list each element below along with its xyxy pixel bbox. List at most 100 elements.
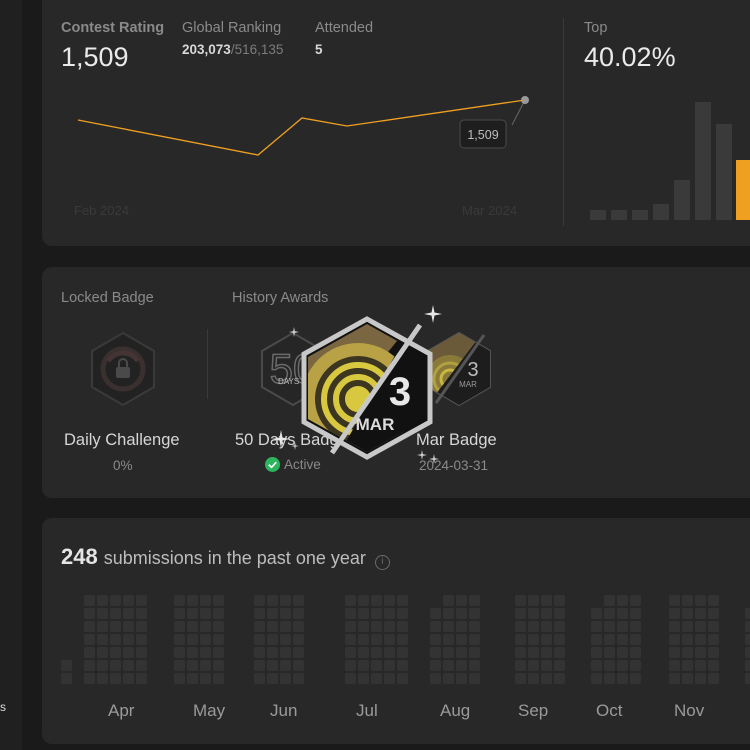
heatmap-cell[interactable] — [682, 647, 693, 658]
heatmap-cell[interactable] — [97, 608, 108, 619]
heatmap-cell[interactable] — [591, 621, 602, 632]
heatmap-cell[interactable] — [528, 660, 539, 671]
heatmap-cell[interactable] — [604, 608, 615, 619]
heatmap-cell[interactable] — [695, 608, 706, 619]
heatmap-cell[interactable] — [384, 647, 395, 658]
heatmap-cell[interactable] — [695, 647, 706, 658]
heatmap-cell[interactable] — [591, 660, 602, 671]
heatmap-cell[interactable] — [371, 595, 382, 606]
heatmap-cell[interactable] — [515, 634, 526, 645]
heatmap-cell[interactable] — [515, 608, 526, 619]
heatmap-cell[interactable] — [682, 608, 693, 619]
heatmap-cell[interactable] — [213, 634, 224, 645]
heatmap-cell[interactable] — [345, 595, 356, 606]
heatmap-cell[interactable] — [61, 660, 72, 671]
heatmap-cell[interactable] — [110, 621, 121, 632]
heatmap-cell[interactable] — [254, 595, 265, 606]
heatmap-cell[interactable] — [430, 621, 441, 632]
heatmap-cell[interactable] — [358, 595, 369, 606]
heatmap-cell[interactable] — [267, 634, 278, 645]
rating-current-point[interactable] — [521, 96, 529, 104]
heatmap-cell[interactable] — [630, 660, 641, 671]
heatmap-cell[interactable] — [515, 673, 526, 684]
heatmap-cell[interactable] — [695, 621, 706, 632]
heatmap-cell[interactable] — [97, 673, 108, 684]
heatmap-cell[interactable] — [293, 673, 304, 684]
heatmap-cell[interactable] — [528, 634, 539, 645]
heatmap-cell[interactable] — [515, 647, 526, 658]
heatmap-cell[interactable] — [397, 621, 408, 632]
heatmap-cell[interactable] — [541, 647, 552, 658]
heatmap-cell[interactable] — [430, 673, 441, 684]
heatmap-cell[interactable] — [280, 595, 291, 606]
heatmap-cell[interactable] — [280, 621, 291, 632]
heatmap-cell[interactable] — [110, 647, 121, 658]
heatmap-cell[interactable] — [187, 595, 198, 606]
heatmap-cell[interactable] — [267, 621, 278, 632]
heatmap-cell[interactable] — [708, 673, 719, 684]
heatmap-cell[interactable] — [528, 608, 539, 619]
heatmap-cell[interactable] — [187, 673, 198, 684]
heatmap-cell[interactable] — [280, 673, 291, 684]
heatmap-cell[interactable] — [469, 595, 480, 606]
heatmap-cell[interactable] — [695, 634, 706, 645]
heatmap-cell[interactable] — [110, 660, 121, 671]
heatmap-cell[interactable] — [397, 647, 408, 658]
heatmap-cell[interactable] — [669, 634, 680, 645]
heatmap-cell[interactable] — [371, 673, 382, 684]
heatmap-cell[interactable] — [682, 595, 693, 606]
heatmap-cell[interactable] — [604, 660, 615, 671]
heatmap-cell[interactable] — [254, 621, 265, 632]
heatmap-cell[interactable] — [604, 634, 615, 645]
heatmap-cell[interactable] — [123, 621, 134, 632]
heatmap-cell[interactable] — [708, 647, 719, 658]
heatmap-cell[interactable] — [97, 595, 108, 606]
submission-heatmap[interactable] — [42, 518, 750, 744]
heatmap-cell[interactable] — [456, 673, 467, 684]
heatmap-cell[interactable] — [200, 595, 211, 606]
heatmap-cell[interactable] — [528, 621, 539, 632]
heatmap-cell[interactable] — [136, 634, 147, 645]
heatmap-cell[interactable] — [708, 621, 719, 632]
heatmap-cell[interactable] — [469, 634, 480, 645]
heatmap-cell[interactable] — [384, 634, 395, 645]
heatmap-cell[interactable] — [267, 673, 278, 684]
heatmap-cell[interactable] — [554, 595, 565, 606]
heatmap-cell[interactable] — [554, 673, 565, 684]
heatmap-cell[interactable] — [84, 647, 95, 658]
heatmap-cell[interactable] — [397, 660, 408, 671]
heatmap-cell[interactable] — [745, 634, 750, 645]
heatmap-cell[interactable] — [443, 673, 454, 684]
heatmap-cell[interactable] — [630, 595, 641, 606]
heatmap-cell[interactable] — [384, 673, 395, 684]
heatmap-cell[interactable] — [200, 621, 211, 632]
heatmap-cell[interactable] — [430, 634, 441, 645]
heatmap-cell[interactable] — [554, 621, 565, 632]
heatmap-cell[interactable] — [469, 621, 480, 632]
heatmap-cell[interactable] — [541, 634, 552, 645]
heatmap-cell[interactable] — [384, 608, 395, 619]
heatmap-cell[interactable] — [213, 621, 224, 632]
heatmap-cell[interactable] — [384, 595, 395, 606]
heatmap-cell[interactable] — [358, 608, 369, 619]
heatmap-cell[interactable] — [669, 621, 680, 632]
heatmap-cell[interactable] — [84, 621, 95, 632]
heatmap-cell[interactable] — [293, 595, 304, 606]
heatmap-cell[interactable] — [293, 660, 304, 671]
heatmap-cell[interactable] — [84, 595, 95, 606]
heatmap-cell[interactable] — [630, 673, 641, 684]
heatmap-cell[interactable] — [213, 660, 224, 671]
heatmap-cell[interactable] — [469, 673, 480, 684]
heatmap-cell[interactable] — [397, 595, 408, 606]
heatmap-cell[interactable] — [384, 660, 395, 671]
heatmap-cell[interactable] — [254, 673, 265, 684]
mar-badge-enlarged-icon[interactable]: 3 MAR — [300, 315, 435, 461]
heatmap-cell[interactable] — [123, 634, 134, 645]
heatmap-cell[interactable] — [254, 660, 265, 671]
heatmap-cell[interactable] — [187, 660, 198, 671]
heatmap-cell[interactable] — [745, 673, 750, 684]
heatmap-cell[interactable] — [187, 621, 198, 632]
heatmap-cell[interactable] — [187, 647, 198, 658]
info-icon[interactable]: i — [374, 555, 390, 570]
heatmap-cell[interactable] — [213, 673, 224, 684]
